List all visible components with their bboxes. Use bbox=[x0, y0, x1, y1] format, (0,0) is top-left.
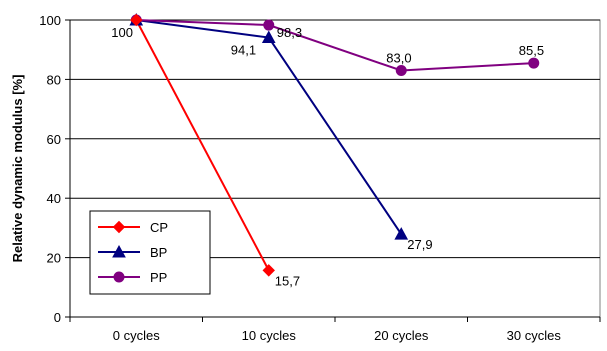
series-line-pp bbox=[136, 19, 534, 72]
data-label-bp: 94,1 bbox=[231, 43, 256, 58]
data-label-bp: 27,9 bbox=[407, 237, 432, 252]
legend-label-bp: BP bbox=[150, 245, 167, 260]
x-tick-label: 0 cycles bbox=[113, 328, 160, 343]
data-point-pp bbox=[395, 64, 407, 76]
series-line-cp bbox=[135, 19, 270, 271]
y-axis-title: Relative dynamic modulus [%] bbox=[10, 75, 25, 263]
data-point-bp bbox=[394, 227, 409, 240]
y-tick-label: 20 bbox=[47, 251, 61, 266]
series-markers bbox=[129, 12, 540, 277]
legend-label-cp: CP bbox=[150, 220, 168, 235]
legend-marker-cp bbox=[112, 220, 126, 234]
data-point-bp bbox=[261, 30, 276, 44]
data-label-cp: 15,7 bbox=[275, 273, 300, 288]
y-tick-label: 60 bbox=[47, 132, 61, 147]
x-tick-label: 10 cycles bbox=[242, 328, 297, 343]
y-tick-label: 40 bbox=[47, 191, 61, 206]
legend: CP BP PP bbox=[89, 210, 211, 295]
data-point-pp bbox=[528, 57, 540, 69]
data-label-bp: 100 bbox=[111, 25, 133, 40]
x-tick-label: 30 cycles bbox=[507, 328, 562, 343]
y-axis: 0 20 40 60 80 100 bbox=[39, 13, 71, 325]
y-tick-label: 80 bbox=[47, 72, 61, 87]
data-label-pp: 83,0 bbox=[386, 50, 411, 65]
legend-label-pp: PP bbox=[150, 270, 167, 285]
data-point-cp bbox=[130, 13, 143, 27]
legend-marker-bp bbox=[112, 244, 126, 258]
data-label-pp: 98,3 bbox=[277, 25, 302, 40]
y-tick-label: 0 bbox=[54, 310, 61, 325]
x-tick-label: 20 cycles bbox=[374, 328, 429, 343]
legend-marker-pp bbox=[113, 271, 125, 283]
x-axis: 0 cycles 10 cycles 20 cycles 30 cycles bbox=[69, 316, 601, 343]
y-tick-label: 100 bbox=[39, 13, 61, 28]
data-point-pp bbox=[263, 19, 275, 31]
data-point-cp bbox=[262, 264, 275, 277]
data-label-pp: 85,5 bbox=[519, 43, 544, 58]
data-labels: 15,7 100 94,1 27,9 98,3 83,0 85,5 bbox=[111, 25, 544, 288]
